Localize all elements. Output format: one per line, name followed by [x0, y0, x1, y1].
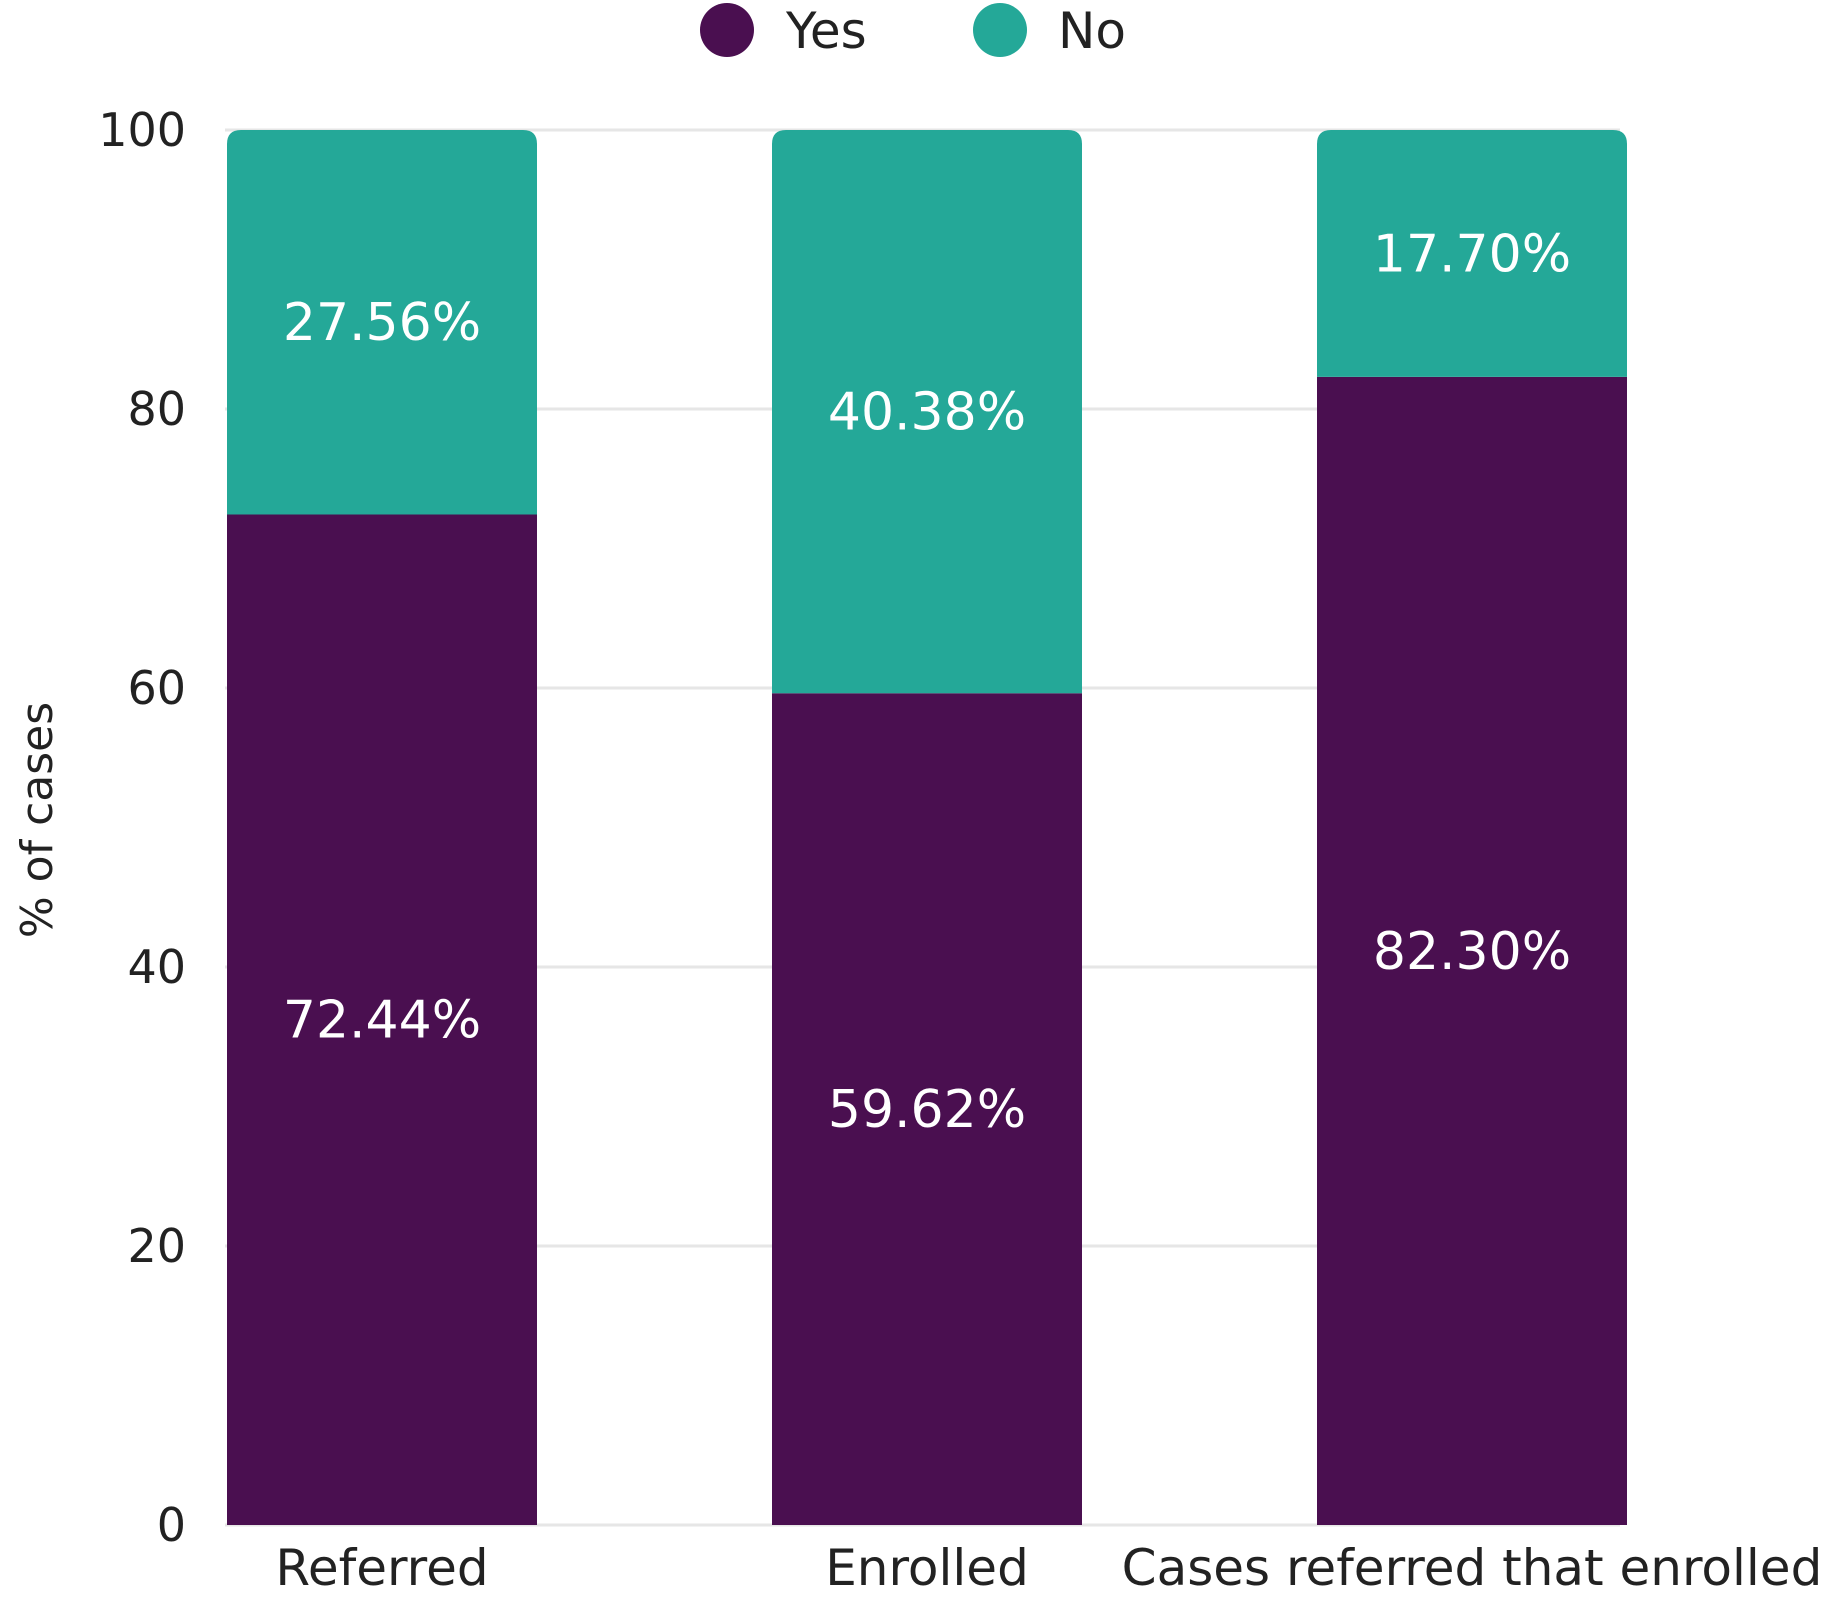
data-label: 17.70%: [1373, 224, 1571, 284]
x-tick-label: Referred: [275, 1539, 488, 1593]
bars: 72.44% 27.56% 59.62% 40.38% 82.30% 17.70%: [227, 130, 1627, 1525]
data-label: 59.62%: [828, 1080, 1026, 1140]
data-label: 72.44%: [283, 991, 481, 1051]
legend-label-no: No: [1058, 2, 1126, 60]
y-axis: 0 20 40 60 80 100: [98, 103, 186, 1552]
y-tick-label: 20: [127, 1219, 186, 1273]
data-label: 40.38%: [828, 383, 1026, 443]
x-axis: Referred Enrolled Cases referred that enro…: [275, 1539, 1823, 1597]
bar-yes: [772, 693, 1082, 1525]
legend-marker-no: [973, 3, 1027, 57]
bar-no: [772, 130, 1082, 694]
x-tick-label: Cases referred that enrolled: [1122, 1539, 1823, 1593]
bar-no: [227, 130, 537, 515]
y-tick-label: 80: [127, 382, 186, 436]
legend-label-yes: Yes: [785, 2, 867, 60]
y-tick-label: 0: [157, 1498, 186, 1552]
bar-yes: [1317, 376, 1627, 1525]
data-label: 82.30%: [1373, 922, 1571, 982]
legend: Yes No: [700, 2, 1126, 60]
legend-marker-yes: [700, 3, 754, 57]
bar-yes: [227, 514, 537, 1525]
bar-no: [1317, 130, 1627, 377]
y-tick-label: 100: [98, 103, 186, 157]
data-label: 27.56%: [283, 293, 481, 353]
y-tick-label: 40: [127, 940, 186, 994]
x-tick-label: Enrolled: [825, 1539, 1029, 1593]
y-tick-label: 60: [127, 661, 186, 715]
y-axis-title: % of cases: [12, 702, 63, 938]
